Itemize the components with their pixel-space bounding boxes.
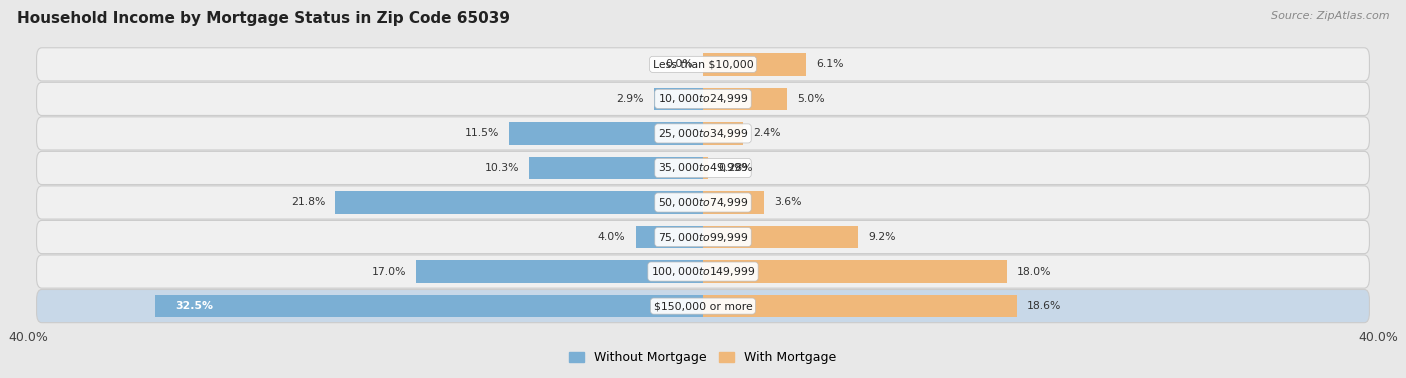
Text: Less than $10,000: Less than $10,000	[652, 59, 754, 69]
Bar	[636, 226, 703, 248]
Text: 2.4%: 2.4%	[754, 129, 782, 138]
Text: 0.28%: 0.28%	[718, 163, 752, 173]
FancyBboxPatch shape	[37, 117, 1369, 150]
Text: $100,000 to $149,999: $100,000 to $149,999	[651, 265, 755, 278]
Text: Source: ZipAtlas.com: Source: ZipAtlas.com	[1271, 11, 1389, 21]
Text: $10,000 to $24,999: $10,000 to $24,999	[658, 92, 748, 105]
Bar	[703, 157, 707, 179]
Bar	[509, 122, 703, 145]
Bar	[703, 295, 1017, 317]
FancyBboxPatch shape	[37, 48, 1369, 81]
Text: 3.6%: 3.6%	[773, 197, 801, 208]
Text: 18.0%: 18.0%	[1017, 266, 1052, 277]
Text: Household Income by Mortgage Status in Zip Code 65039: Household Income by Mortgage Status in Z…	[17, 11, 510, 26]
FancyBboxPatch shape	[37, 220, 1369, 254]
FancyBboxPatch shape	[37, 151, 1369, 184]
Bar	[703, 226, 858, 248]
Text: 5.0%: 5.0%	[797, 94, 825, 104]
Bar	[416, 260, 703, 283]
Text: 11.5%: 11.5%	[464, 129, 499, 138]
FancyBboxPatch shape	[37, 290, 1369, 323]
Legend: Without Mortgage, With Mortgage: Without Mortgage, With Mortgage	[564, 346, 842, 369]
Text: $35,000 to $49,999: $35,000 to $49,999	[658, 161, 748, 175]
Bar	[654, 88, 703, 110]
Text: $150,000 or more: $150,000 or more	[654, 301, 752, 311]
Bar	[155, 295, 703, 317]
FancyBboxPatch shape	[37, 82, 1369, 115]
Text: 6.1%: 6.1%	[815, 59, 844, 69]
FancyBboxPatch shape	[37, 186, 1369, 219]
Text: $25,000 to $34,999: $25,000 to $34,999	[658, 127, 748, 140]
Bar	[703, 260, 1007, 283]
Text: 2.9%: 2.9%	[616, 94, 644, 104]
Text: $75,000 to $99,999: $75,000 to $99,999	[658, 231, 748, 243]
FancyBboxPatch shape	[37, 255, 1369, 288]
Text: 21.8%: 21.8%	[291, 197, 325, 208]
Bar	[703, 191, 763, 214]
Text: 32.5%: 32.5%	[174, 301, 212, 311]
Bar	[335, 191, 703, 214]
Text: 0.0%: 0.0%	[665, 59, 693, 69]
Text: 18.6%: 18.6%	[1026, 301, 1062, 311]
Text: 17.0%: 17.0%	[371, 266, 406, 277]
Text: 9.2%: 9.2%	[869, 232, 896, 242]
Text: $50,000 to $74,999: $50,000 to $74,999	[658, 196, 748, 209]
Text: 4.0%: 4.0%	[598, 232, 626, 242]
Text: 10.3%: 10.3%	[485, 163, 519, 173]
Bar	[703, 88, 787, 110]
Bar	[703, 53, 806, 76]
Bar	[529, 157, 703, 179]
Bar	[703, 122, 744, 145]
